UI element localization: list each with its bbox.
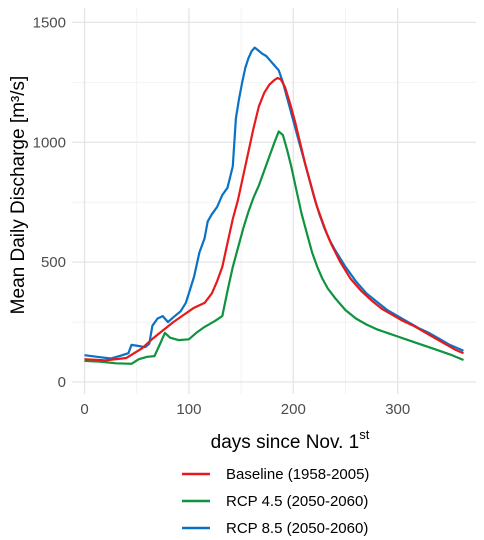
series-line bbox=[84, 130, 464, 365]
legend-label: RCP 8.5 (2050-2060) bbox=[226, 520, 368, 537]
legend-label: RCP 4.5 (2050-2060) bbox=[226, 493, 368, 510]
x-tick-label: 200 bbox=[281, 401, 306, 418]
y-tick-label: 0 bbox=[58, 374, 66, 391]
x-axis-title-main: days since Nov. 1 bbox=[211, 432, 360, 453]
x-tick-label: 0 bbox=[80, 401, 88, 418]
y-tick-label: 1500 bbox=[33, 14, 66, 31]
y-tick-label: 1000 bbox=[33, 134, 66, 151]
x-tick-labels: 0 100 200 300 bbox=[80, 401, 410, 418]
x-tick-label: 300 bbox=[385, 401, 410, 418]
legend-label: Baseline (1958-2005) bbox=[226, 466, 369, 483]
y-tick-label: 500 bbox=[41, 254, 66, 271]
x-tick-label: 100 bbox=[176, 401, 201, 418]
x-axis-title: days since Nov. 1st bbox=[211, 427, 370, 453]
series-line bbox=[84, 76, 464, 362]
series-lines bbox=[84, 46, 464, 365]
y-tick-labels: 0 500 1000 1500 bbox=[33, 14, 66, 391]
x-axis-title-superscript: st bbox=[359, 427, 370, 442]
series-line bbox=[84, 46, 464, 360]
y-axis-title: Mean Daily Discharge [m³/s] bbox=[8, 76, 29, 315]
legend: Baseline (1958-2005) RCP 4.5 (2050-2060) R… bbox=[182, 466, 369, 537]
